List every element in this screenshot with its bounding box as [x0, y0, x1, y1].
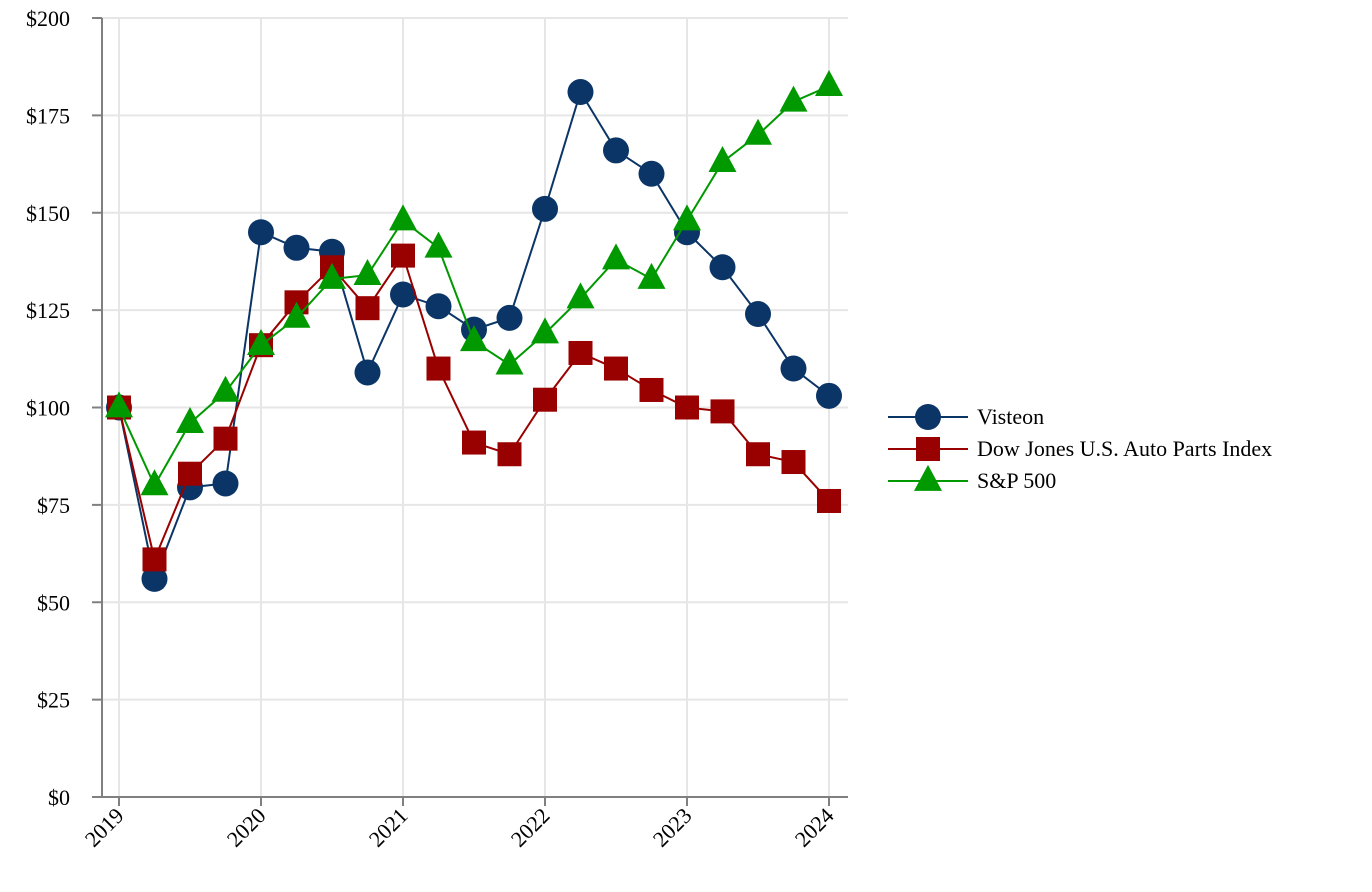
data-point — [533, 387, 557, 412]
data-point — [212, 470, 239, 497]
data-point — [105, 391, 133, 418]
series-1 — [107, 243, 841, 572]
data-point — [745, 301, 771, 328]
series-2 — [105, 70, 843, 496]
y-tick-label: $75 — [37, 493, 70, 518]
data-point — [746, 442, 770, 467]
data-point — [355, 296, 380, 321]
y-tick-label: $0 — [48, 785, 70, 810]
data-point — [178, 461, 202, 486]
data-point — [817, 488, 841, 513]
data-point — [568, 340, 593, 365]
x-tick-label: 2023 — [648, 803, 697, 852]
y-tick-label: $50 — [37, 590, 70, 615]
data-point — [211, 375, 240, 402]
legend-marker — [915, 404, 941, 430]
data-point — [213, 426, 238, 451]
data-point — [462, 430, 486, 455]
data-point — [353, 258, 382, 285]
data-point — [710, 399, 735, 424]
data-point — [781, 450, 806, 475]
data-point — [283, 234, 310, 261]
data-point — [389, 204, 417, 231]
data-point — [425, 293, 452, 320]
data-point — [709, 254, 736, 281]
data-point — [604, 356, 628, 381]
data-point — [247, 329, 275, 356]
data-point — [460, 325, 488, 352]
legend-marker — [914, 464, 942, 491]
data-point — [176, 406, 204, 433]
x-tick-label: 2020 — [222, 803, 271, 852]
data-point — [744, 118, 772, 145]
data-point — [142, 547, 167, 572]
data-point — [779, 85, 808, 112]
x-axis-ticks: 2019 2020 2021 2022 2023 2024 — [80, 797, 839, 852]
y-tick-label: $125 — [26, 298, 70, 323]
y-axis-ticks: $0 $25 $50 $75 $100 $125 $150 $175 $200 — [26, 6, 102, 810]
data-point — [532, 195, 558, 222]
x-tick-label: 2021 — [364, 803, 413, 852]
legend-label: S&P 500 — [977, 468, 1056, 493]
data-point — [248, 219, 274, 246]
legend-marker — [916, 437, 940, 461]
grid-lines — [102, 17, 848, 797]
y-tick-label: $150 — [26, 201, 70, 226]
data-point — [637, 262, 666, 289]
data-point — [531, 317, 559, 344]
series-group — [105, 70, 843, 592]
data-point — [567, 79, 594, 106]
data-point — [602, 243, 630, 270]
data-point — [815, 70, 843, 97]
y-tick-label: $200 — [26, 6, 70, 31]
data-point — [282, 301, 311, 328]
legend-item: Visteon — [888, 404, 1044, 430]
data-point — [816, 382, 842, 409]
data-point — [141, 565, 168, 592]
legend-item: Dow Jones U.S. Auto Parts Index — [888, 436, 1272, 461]
data-point — [391, 243, 415, 268]
data-point — [780, 355, 807, 382]
data-point — [566, 282, 595, 309]
data-point — [497, 442, 522, 467]
data-point — [603, 137, 629, 164]
data-point — [638, 160, 665, 187]
data-point — [140, 469, 169, 496]
data-point — [675, 395, 699, 420]
x-tick-label: 2019 — [80, 803, 129, 852]
x-tick-label: 2024 — [790, 803, 839, 852]
data-point — [496, 304, 523, 331]
data-point — [354, 359, 381, 386]
legend-label: Visteon — [977, 404, 1044, 429]
x-tick-label: 2022 — [506, 803, 555, 852]
legend-item: S&P 500 — [888, 464, 1056, 493]
y-tick-label: $175 — [26, 103, 70, 128]
legend-label: Dow Jones U.S. Auto Parts Index — [977, 436, 1272, 461]
y-tick-label: $25 — [37, 688, 70, 713]
data-point — [424, 231, 453, 258]
data-point — [708, 145, 737, 172]
y-tick-label: $100 — [26, 396, 70, 421]
data-point — [495, 348, 524, 375]
data-point — [639, 377, 664, 402]
legend: Visteon Dow Jones U.S. Auto Parts Index S&… — [888, 404, 1272, 493]
data-point — [426, 356, 451, 381]
data-point — [318, 262, 346, 289]
data-point — [673, 204, 701, 231]
data-point — [390, 281, 416, 308]
